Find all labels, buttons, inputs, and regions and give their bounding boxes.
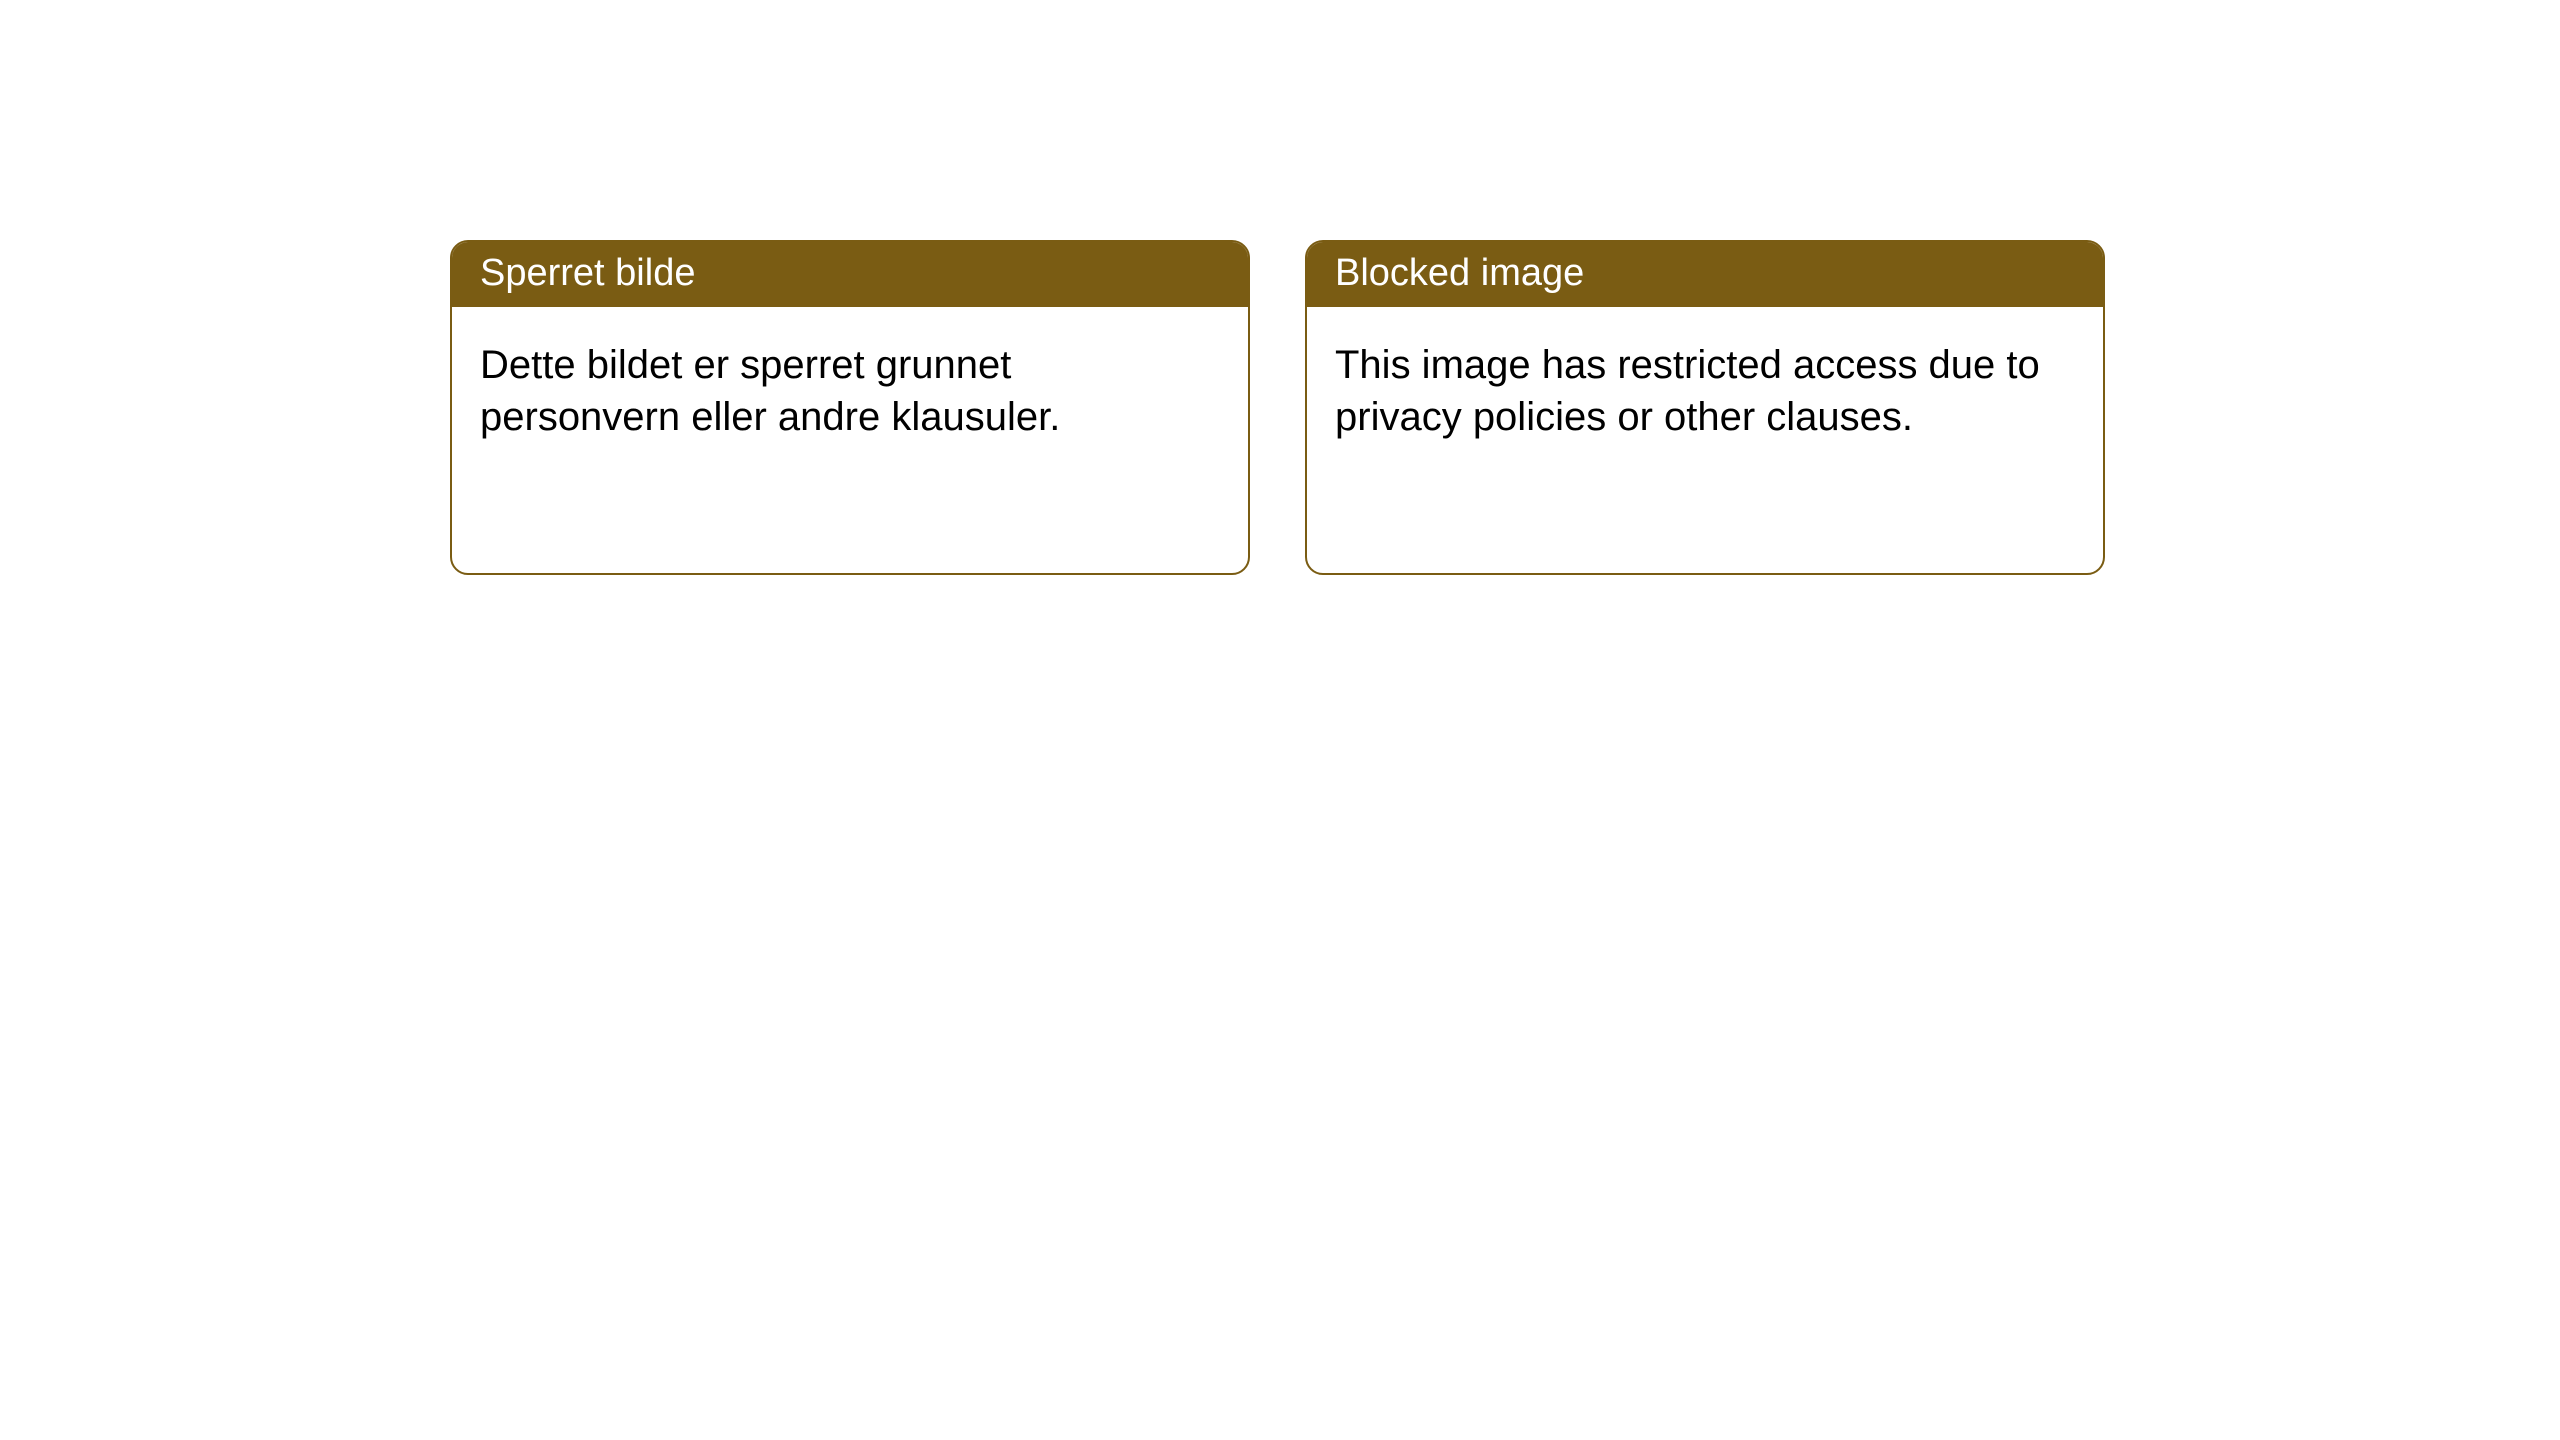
notice-container: Sperret bilde Dette bildet er sperret gr… bbox=[450, 240, 2105, 575]
notice-card-english: Blocked image This image has restricted … bbox=[1305, 240, 2105, 575]
notice-body-text: This image has restricted access due to … bbox=[1335, 343, 2040, 439]
notice-body: This image has restricted access due to … bbox=[1307, 307, 2103, 475]
notice-header: Sperret bilde bbox=[452, 242, 1248, 307]
notice-card-norwegian: Sperret bilde Dette bildet er sperret gr… bbox=[450, 240, 1250, 575]
notice-title: Blocked image bbox=[1335, 252, 1584, 294]
notice-title: Sperret bilde bbox=[480, 252, 695, 294]
notice-body: Dette bildet er sperret grunnet personve… bbox=[452, 307, 1248, 475]
notice-body-text: Dette bildet er sperret grunnet personve… bbox=[480, 343, 1060, 439]
notice-header: Blocked image bbox=[1307, 242, 2103, 307]
